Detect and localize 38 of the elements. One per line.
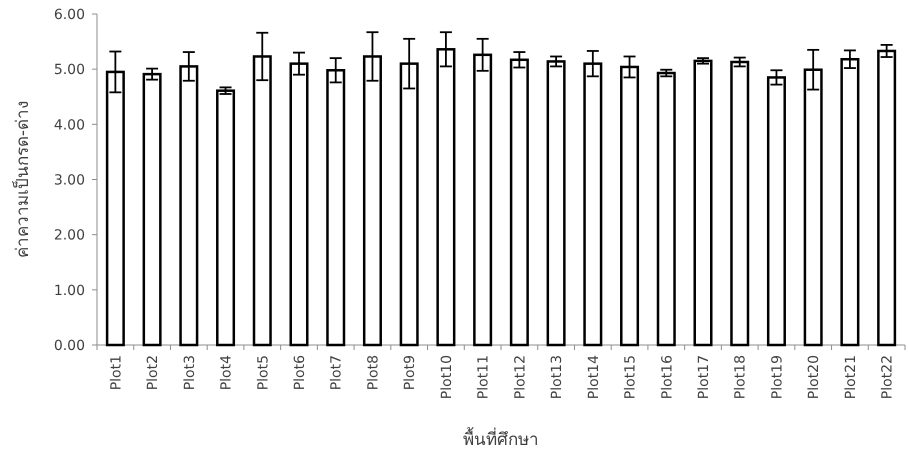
x-tick-label: Plot15 [622, 355, 639, 400]
x-axis-title: พื้นที่ศึกษา [463, 427, 539, 450]
x-tick-label: Plot3 [182, 355, 198, 390]
bar [656, 72, 676, 346]
x-tick-label: Plot5 [255, 355, 272, 390]
x-tick-label: Plot22 [880, 355, 896, 400]
x-tick-label: Plot7 [328, 355, 345, 390]
y-tick-label: 5.00 [54, 62, 85, 78]
y-tick-label: 4.00 [54, 117, 85, 134]
y-axis-title: ค่าความเป็นกรด-ด่าง [11, 100, 33, 258]
bar [877, 50, 896, 346]
x-tick-label: Plot21 [842, 355, 859, 400]
y-tick-label: 3.00 [54, 172, 85, 188]
bar [546, 60, 566, 346]
bar [142, 72, 162, 346]
x-tick-label: Plot1 [108, 355, 124, 390]
bar [693, 60, 713, 346]
y-tick-label: 2.00 [54, 228, 85, 244]
x-tick-label: Plot4 [218, 354, 235, 390]
x-tick-label: Plot6 [292, 354, 308, 390]
y-tick-label: 0.00 [54, 338, 85, 354]
x-tick-label: Plot20 [806, 355, 822, 400]
x-tick-label: Plot10 [438, 355, 455, 400]
y-tick-label: 1.00 [54, 282, 85, 299]
y-tick-label: 6.00 [54, 7, 85, 23]
x-tick-label: Plot18 [732, 355, 749, 400]
bar [216, 89, 236, 346]
x-tick-label: Plot9 [402, 355, 418, 390]
x-tick-label: Plot13 [549, 355, 566, 400]
x-tick-label: Plot12 [512, 355, 528, 400]
x-tick-label: Plot11 [476, 355, 492, 400]
x-tick-label: Plot16 [659, 354, 676, 400]
x-tick-label: Plot8 [365, 355, 382, 390]
x-tick-label: Plot19 [769, 355, 786, 400]
x-tick-label: Plot14 [586, 354, 602, 400]
x-tick-label: Plot17 [696, 355, 712, 400]
bar [730, 60, 750, 346]
x-tick-label: Plot2 [145, 355, 162, 390]
